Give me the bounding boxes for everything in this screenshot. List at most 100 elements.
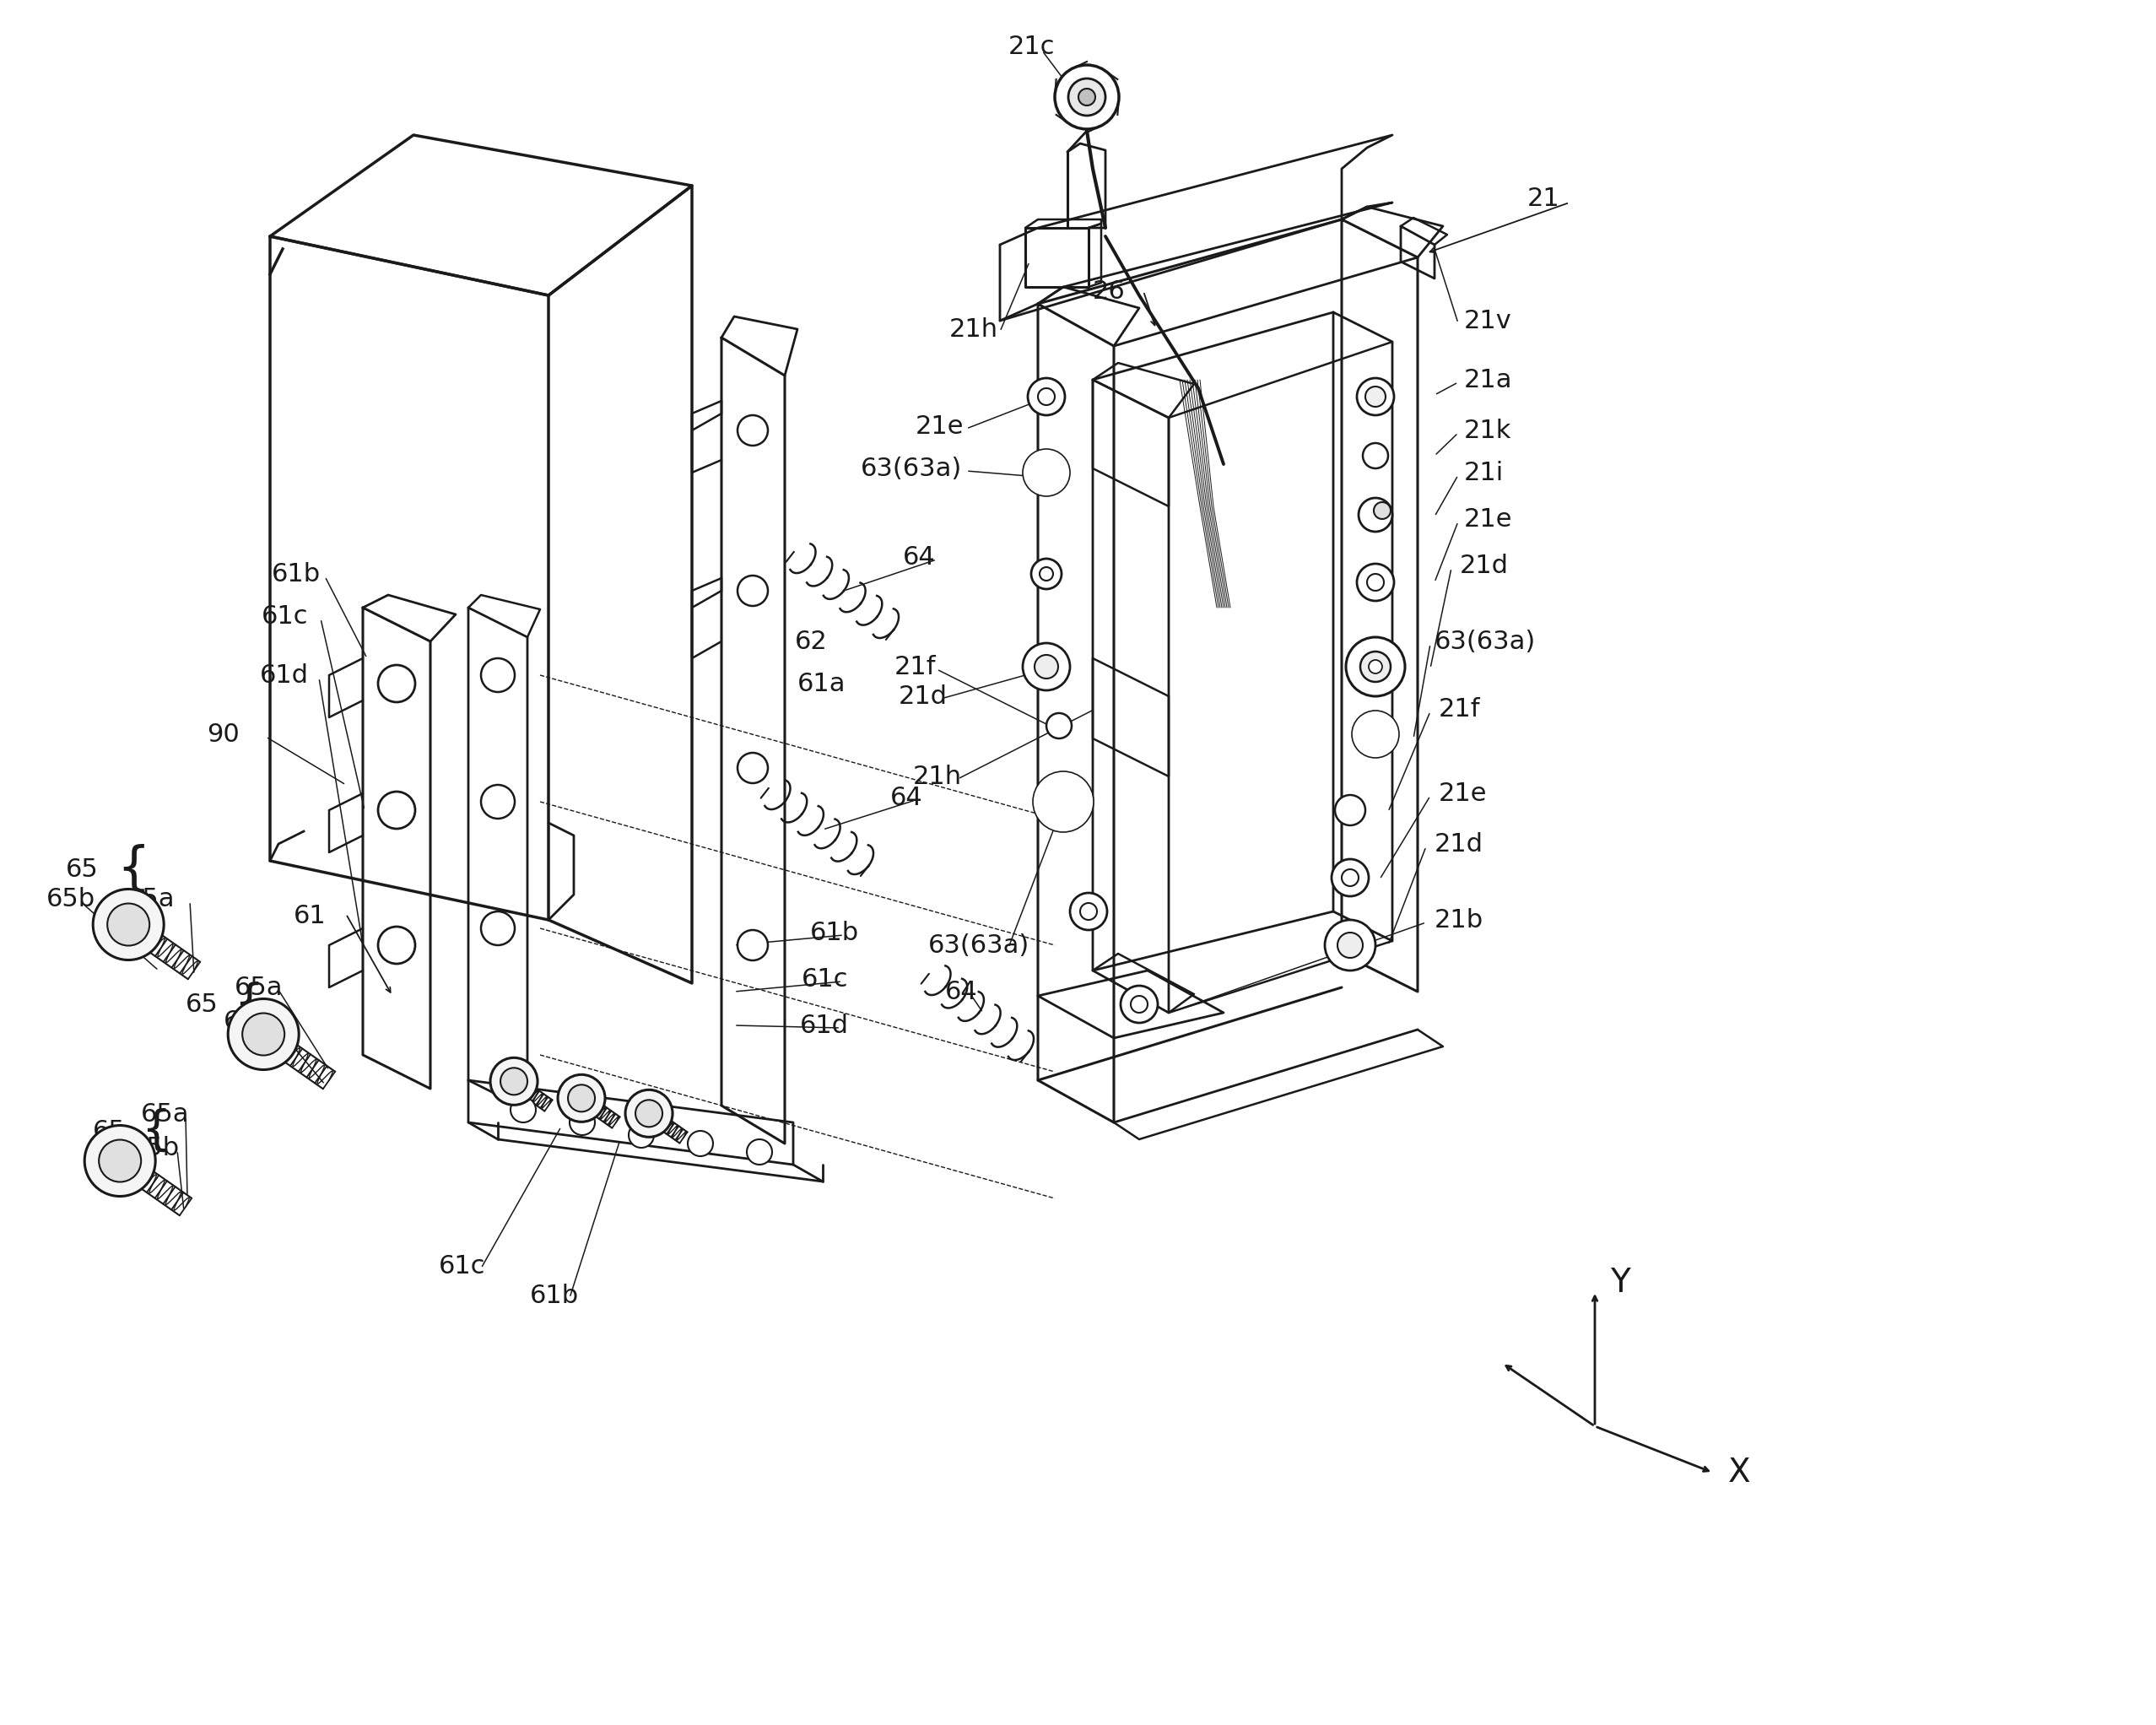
- Text: 21i: 21i: [1464, 461, 1505, 485]
- Text: Y: Y: [1611, 1266, 1630, 1299]
- Circle shape: [1121, 985, 1158, 1023]
- Circle shape: [1022, 643, 1069, 690]
- Circle shape: [241, 1013, 285, 1056]
- Text: 61b: 61b: [811, 921, 858, 945]
- Circle shape: [229, 999, 300, 1070]
- Circle shape: [1352, 711, 1399, 757]
- Text: 21v: 21v: [1464, 309, 1511, 333]
- Circle shape: [481, 911, 515, 945]
- Circle shape: [1022, 449, 1069, 497]
- Text: 65: 65: [185, 992, 218, 1016]
- Circle shape: [1367, 574, 1384, 590]
- Text: 64: 64: [944, 980, 979, 1004]
- Text: 65b: 65b: [47, 887, 95, 911]
- Circle shape: [737, 416, 768, 445]
- Text: 61b: 61b: [272, 562, 321, 586]
- Text: 65: 65: [93, 1118, 125, 1144]
- Text: 21h: 21h: [949, 317, 998, 342]
- Circle shape: [1356, 378, 1395, 416]
- Text: 61c: 61c: [440, 1254, 485, 1278]
- Text: 21c: 21c: [1009, 34, 1054, 59]
- Circle shape: [1033, 771, 1093, 831]
- Circle shape: [625, 1090, 673, 1137]
- Circle shape: [1332, 859, 1369, 897]
- Circle shape: [737, 930, 768, 961]
- Text: 61c: 61c: [802, 966, 849, 992]
- Circle shape: [1028, 378, 1065, 416]
- Circle shape: [377, 792, 416, 828]
- Text: 21b: 21b: [1434, 907, 1483, 932]
- Circle shape: [481, 785, 515, 819]
- Circle shape: [1037, 388, 1054, 405]
- Text: 62: 62: [796, 630, 828, 654]
- Circle shape: [1358, 499, 1393, 531]
- Circle shape: [1035, 656, 1059, 678]
- Circle shape: [84, 1125, 155, 1195]
- Circle shape: [1041, 781, 1084, 823]
- Circle shape: [636, 1101, 662, 1126]
- Circle shape: [688, 1132, 714, 1156]
- Text: 61: 61: [293, 904, 326, 928]
- Text: 21e: 21e: [1438, 781, 1488, 806]
- Circle shape: [1337, 933, 1363, 957]
- Text: 90: 90: [207, 723, 239, 747]
- Circle shape: [737, 752, 768, 783]
- Text: 61d: 61d: [261, 662, 308, 687]
- Text: 61c: 61c: [261, 604, 308, 628]
- Text: 65a: 65a: [235, 975, 282, 1000]
- Circle shape: [1078, 88, 1095, 105]
- Circle shape: [1039, 568, 1052, 581]
- Circle shape: [1039, 466, 1052, 480]
- Circle shape: [500, 1068, 528, 1095]
- Circle shape: [108, 904, 149, 945]
- Circle shape: [489, 1057, 537, 1106]
- Text: 64: 64: [890, 785, 923, 809]
- Circle shape: [93, 888, 164, 961]
- Circle shape: [1363, 443, 1388, 469]
- Circle shape: [1373, 502, 1391, 519]
- Text: 65b: 65b: [132, 1135, 179, 1159]
- Circle shape: [377, 666, 416, 702]
- Circle shape: [1341, 869, 1358, 887]
- Text: 63(63a): 63(63a): [860, 455, 962, 481]
- Text: {: {: [116, 844, 151, 895]
- Text: 21f: 21f: [1438, 697, 1481, 721]
- Circle shape: [1369, 661, 1382, 673]
- Text: 65a: 65a: [127, 887, 175, 911]
- Circle shape: [567, 1085, 595, 1111]
- Circle shape: [1067, 78, 1106, 116]
- Text: 21h: 21h: [912, 764, 962, 788]
- Circle shape: [1345, 637, 1406, 697]
- Text: 21e: 21e: [916, 414, 964, 438]
- Text: 65b: 65b: [224, 1009, 272, 1033]
- Text: 61d: 61d: [800, 1013, 849, 1038]
- Circle shape: [511, 1097, 537, 1123]
- Circle shape: [1369, 728, 1382, 742]
- Circle shape: [1360, 719, 1391, 749]
- Circle shape: [99, 1140, 140, 1182]
- Circle shape: [1335, 795, 1365, 825]
- Circle shape: [1080, 902, 1097, 919]
- Circle shape: [558, 1075, 606, 1121]
- Circle shape: [630, 1123, 653, 1147]
- Circle shape: [1130, 995, 1147, 1013]
- Text: 21a: 21a: [1464, 367, 1514, 392]
- Text: 63(63a): 63(63a): [1434, 630, 1535, 654]
- Text: X: X: [1729, 1456, 1751, 1489]
- Circle shape: [1054, 66, 1119, 129]
- Text: 21e: 21e: [1464, 507, 1514, 531]
- Text: {: {: [233, 982, 263, 1026]
- Text: 64: 64: [903, 545, 936, 569]
- Circle shape: [1052, 792, 1074, 812]
- Text: 21: 21: [1526, 186, 1561, 210]
- Circle shape: [1356, 564, 1395, 600]
- Text: 21d: 21d: [1434, 831, 1483, 856]
- Text: 21d: 21d: [1460, 554, 1509, 578]
- Text: 21k: 21k: [1464, 417, 1511, 443]
- Circle shape: [481, 659, 515, 692]
- Text: 61b: 61b: [530, 1283, 580, 1308]
- Text: 21f: 21f: [895, 654, 936, 680]
- Text: {: {: [140, 1107, 170, 1154]
- Text: 61a: 61a: [798, 671, 845, 695]
- Circle shape: [1324, 919, 1376, 971]
